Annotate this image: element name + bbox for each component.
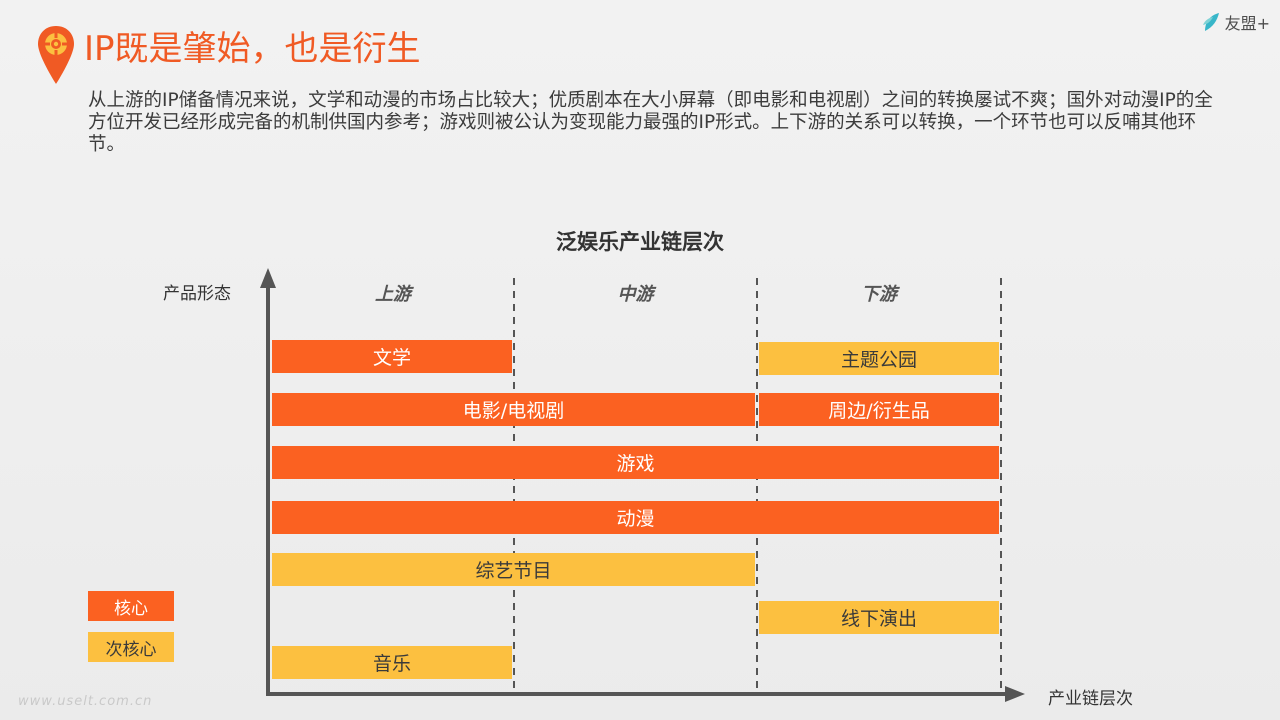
page-title: IP既是肇始，也是衍生 <box>84 29 421 69</box>
brand-name: 友盟+ <box>1224 14 1270 33</box>
bar-core: 电影/电视剧 <box>272 393 755 426</box>
stage-label: 下游 <box>861 284 897 305</box>
bar-core: 游戏 <box>272 446 999 479</box>
bar-secondary: 主题公园 <box>759 342 999 375</box>
brand-leaf-icon <box>1202 13 1219 31</box>
brand-logo: 友盟+ <box>1201 10 1270 34</box>
bar-core: 周边/衍生品 <box>759 393 999 426</box>
chart-title: 泛娱乐产业链层次 <box>556 230 724 254</box>
bar-core: 文学 <box>272 340 512 373</box>
stage-label: 上游 <box>375 284 411 305</box>
stage-dividers <box>513 278 1002 694</box>
bar-core: 动漫 <box>272 501 999 534</box>
map-pin-icon <box>38 26 74 84</box>
y-axis-label: 产品形态 <box>163 284 231 304</box>
intro-paragraph: 从上游的IP储备情况来说，文学和动漫的市场占比较大；优质剧本在大小屏幕（即电影和… <box>88 90 1213 155</box>
bar-secondary: 音乐 <box>272 646 512 679</box>
bar-secondary: 线下演出 <box>759 601 999 634</box>
x-axis-label: 产业链层次 <box>1048 689 1133 709</box>
legend-secondary: 次核心 <box>88 632 174 662</box>
stage-label: 中游 <box>617 284 654 305</box>
watermark: www.uselt.com.cn <box>18 694 153 709</box>
x-axis-arrow <box>1005 686 1025 702</box>
bar-secondary: 综艺节目 <box>272 553 755 586</box>
y-axis-arrow <box>260 268 276 288</box>
legend-core: 核心 <box>88 591 174 621</box>
